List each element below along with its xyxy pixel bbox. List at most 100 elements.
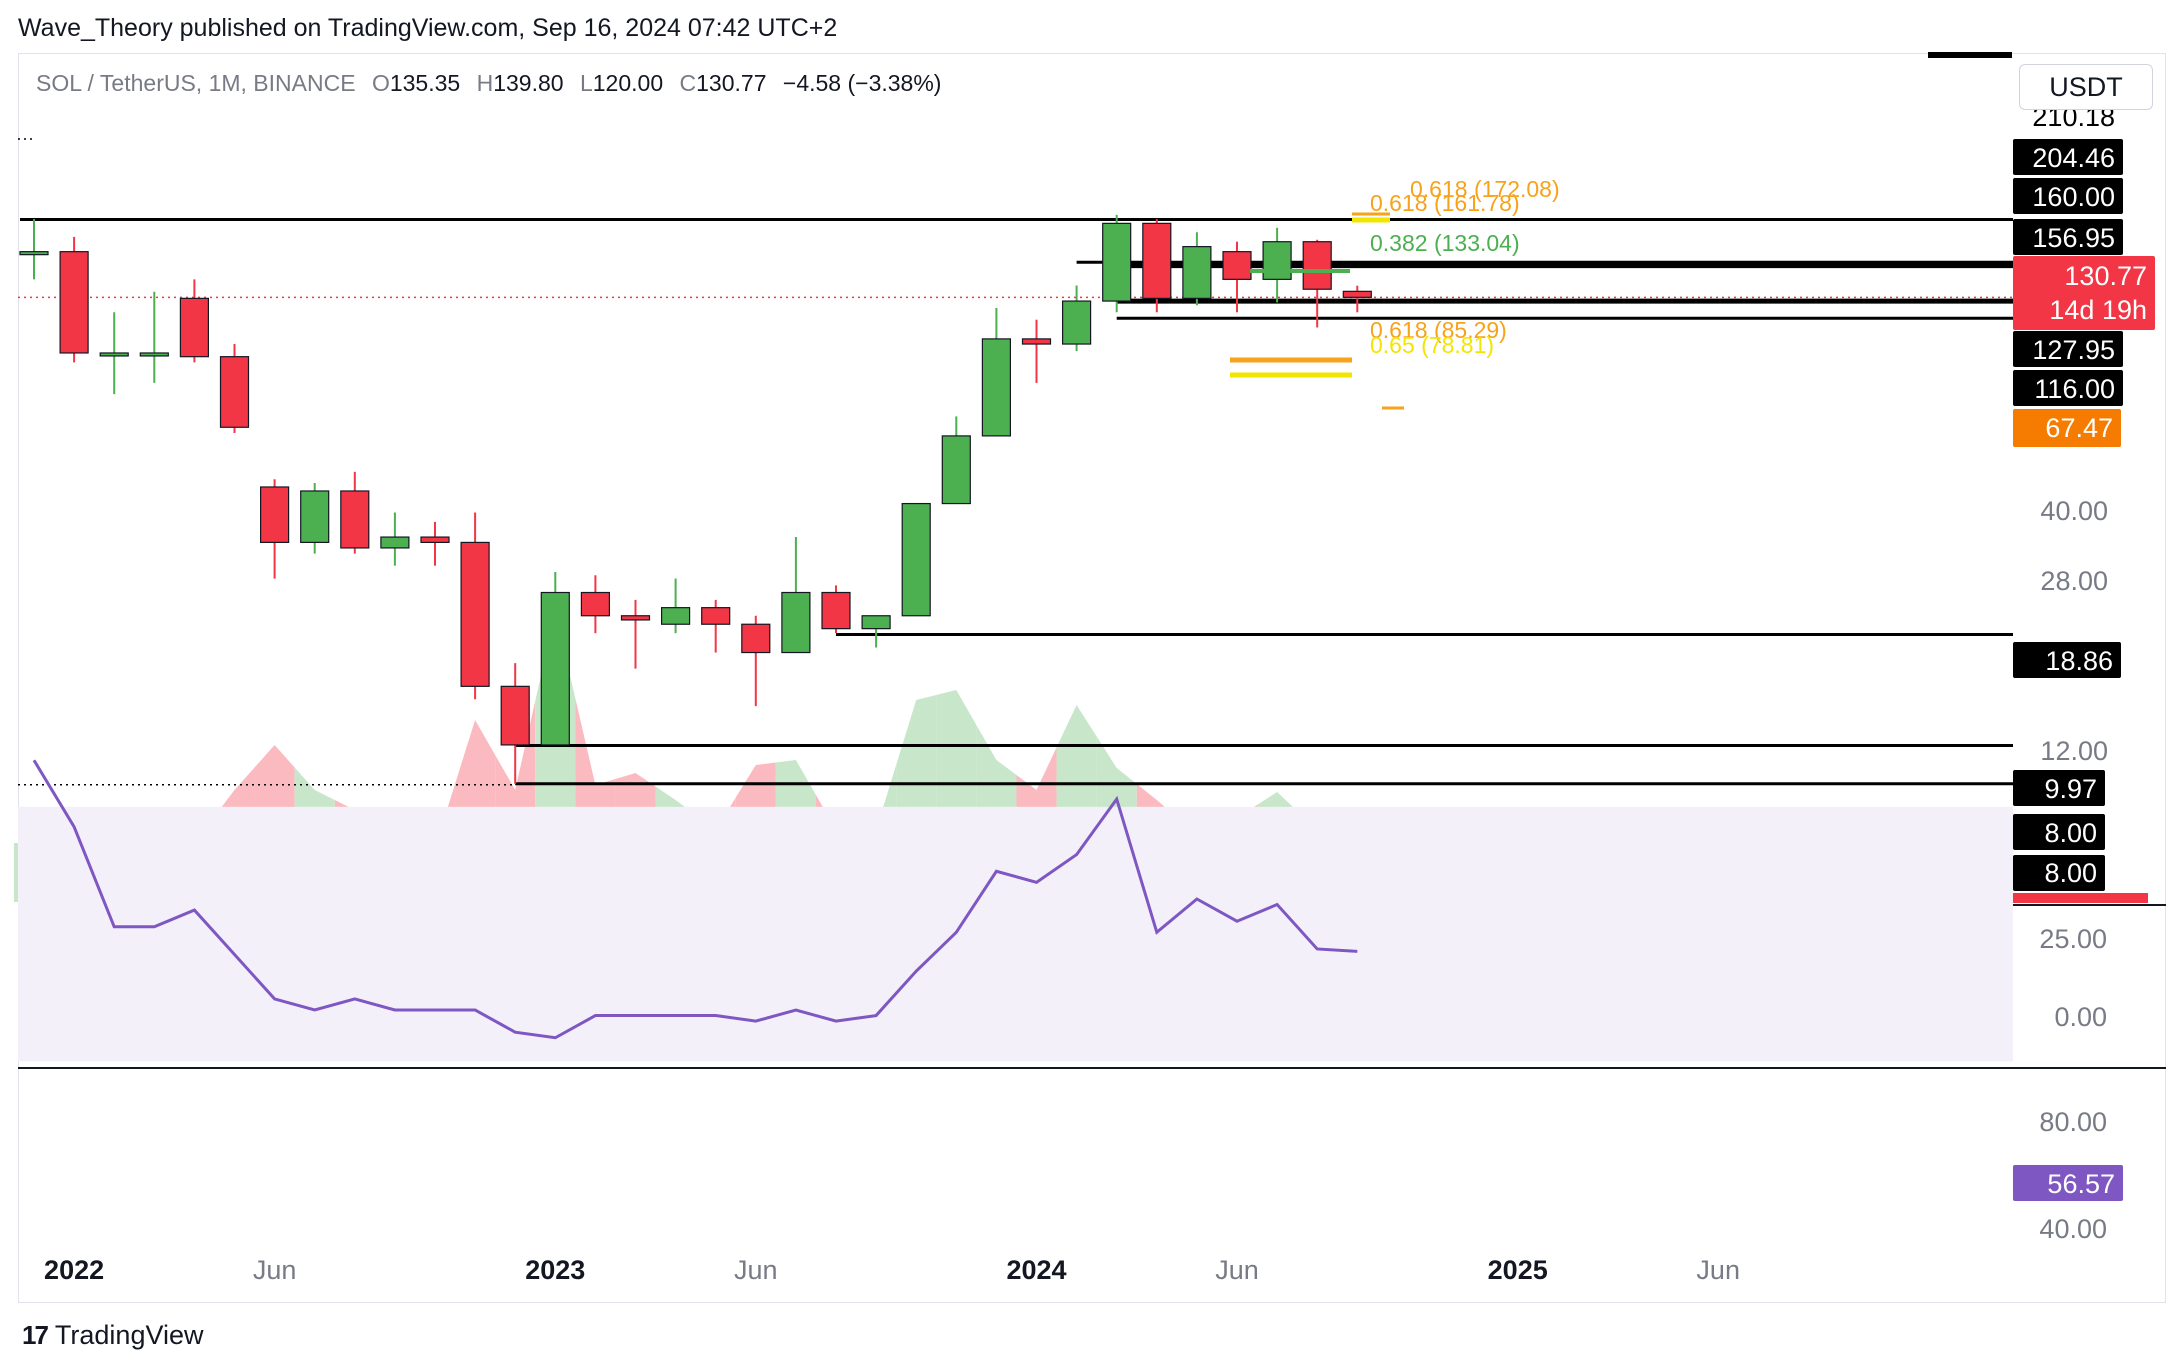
- orange-price-bg: [2013, 409, 2121, 447]
- candle-body: [741, 623, 771, 654]
- candle-body: [500, 685, 530, 746]
- orange-price-label: 67.47: [2045, 413, 2113, 443]
- x-tick-label: Jun: [1696, 1255, 1740, 1285]
- candle-body: [59, 251, 89, 354]
- x-tick-label: Jun: [253, 1255, 297, 1285]
- candle-body: [99, 352, 129, 357]
- level-price-label: 127.95: [2032, 335, 2115, 365]
- candle-body: [901, 502, 931, 617]
- level-price-label-bg: [2013, 331, 2123, 367]
- rsi-band: [18, 806, 2013, 1062]
- symbol-name: SOL / TetherUS, 1M, BINANCE: [36, 70, 356, 96]
- currency-button[interactable]: USDT: [2019, 64, 2153, 110]
- candle-body: [1262, 241, 1292, 280]
- level-price-label-bg: [2013, 814, 2105, 850]
- candle-body: [941, 435, 971, 505]
- top-tab: [1928, 52, 2012, 58]
- level-price-label: 116.00: [2034, 374, 2115, 404]
- fib-level-label: 0.382 (133.04): [1370, 230, 1520, 256]
- level-price-label: 18.86: [2045, 646, 2113, 676]
- candle-body: [179, 297, 209, 358]
- candle-body: [861, 615, 891, 630]
- high-key: H: [476, 70, 494, 96]
- candle-body: [260, 486, 290, 544]
- level-price-label-bg: [2013, 139, 2123, 175]
- level-price-label: 8.00: [2044, 818, 2097, 848]
- level-price-label: 160.00: [2032, 182, 2115, 212]
- candle-body: [1021, 338, 1052, 345]
- candle-body: [1182, 246, 1212, 299]
- candle-body: [981, 338, 1012, 437]
- rsi-pane: 80.00 40.00 56.57: [18, 759, 2123, 1244]
- close-value: 130.77: [696, 70, 767, 96]
- candle-body: [1222, 251, 1252, 280]
- candle-body: [660, 607, 691, 625]
- low-key: L: [579, 70, 593, 96]
- level-price-label: 9.97: [2044, 774, 2097, 804]
- candles: [19, 214, 1372, 784]
- level-price-label: 156.95: [2032, 223, 2115, 253]
- low-value-label: 8.00: [2044, 858, 2097, 888]
- open-value: 135.35: [389, 70, 461, 96]
- y-tick-label: 12.00: [2040, 736, 2108, 766]
- macd-y-tick-label: 0.00: [2054, 1002, 2107, 1032]
- candle-body: [580, 591, 611, 617]
- candle-body: [420, 536, 450, 544]
- level-price-label-bg: [2013, 219, 2123, 255]
- x-tick-label: 2022: [44, 1255, 104, 1285]
- candle-body: [19, 251, 49, 256]
- footer-brand[interactable]: 17 TradingView: [22, 1320, 204, 1351]
- rsi-y-tick-label: 40.00: [2039, 1214, 2107, 1244]
- close-key: C: [679, 70, 697, 96]
- rsi-value-bg: [2013, 1165, 2123, 1201]
- y-tick-label: 40.00: [2040, 496, 2108, 526]
- candle-body: [139, 352, 169, 357]
- candle-body: [340, 490, 370, 549]
- x-tick-label: Jun: [1215, 1255, 1259, 1285]
- fib-level-label: 0.65 (78.81): [1370, 332, 1494, 358]
- candle-body: [540, 591, 570, 746]
- level-price-label-bg: [2013, 642, 2121, 678]
- fib-level-label: 0.618 (161.78): [1370, 190, 1520, 216]
- level-price-label-bg: [2013, 770, 2105, 806]
- candle-body: [1342, 290, 1372, 298]
- candle-body: [300, 490, 330, 544]
- macd-y-tick-label: 25.00: [2039, 924, 2107, 954]
- symbol-legend: SOL / TetherUS, 1M, BINANCE O135.35 H139…: [36, 70, 941, 97]
- candle-body: [380, 536, 410, 549]
- rsi-line: [32, 759, 1358, 1040]
- rsi-y-tick-label: 80.00: [2039, 1107, 2107, 1137]
- footer-brand-label: TradingView: [54, 1320, 204, 1350]
- fib-level-label: 0.618 (85.29): [1370, 317, 1507, 343]
- chart-frame: [18, 53, 2166, 1303]
- level-price-label-bg: [2013, 178, 2123, 214]
- price-axis: 210.18204.46160.00156.95127.95116.0018.8…: [1937, 102, 2155, 903]
- candle-body: [1061, 300, 1092, 345]
- current-price-label: 130.77: [2064, 261, 2147, 291]
- candle-body: [821, 591, 851, 630]
- low-value-bg: [2013, 855, 2105, 891]
- candle-body: [219, 356, 250, 428]
- tradingview-logo-icon: 17: [22, 1320, 49, 1350]
- fib-level-label: 0.618 (172.08): [1410, 176, 1560, 202]
- candle-body: [701, 607, 731, 625]
- clipped-red-badge: [2013, 893, 2148, 903]
- countdown-label: 14d 19h: [2049, 295, 2147, 325]
- high-value: 139.80: [493, 70, 564, 96]
- rsi-value-label: 56.57: [2047, 1169, 2115, 1199]
- x-tick-label: 2023: [525, 1255, 585, 1285]
- x-tick-label: Jun: [734, 1255, 778, 1285]
- candle-body: [1102, 222, 1132, 302]
- x-tick-label: 2024: [1006, 1255, 1066, 1285]
- change-value: −4.58 (−3.38%): [782, 70, 942, 96]
- candle-body: [1142, 222, 1172, 299]
- candle-body: [620, 615, 651, 621]
- low-value: 120.00: [592, 70, 664, 96]
- y-tick-label: 28.00: [2040, 566, 2108, 596]
- x-tick-label: 2025: [1488, 1255, 1548, 1285]
- candle-body: [460, 541, 490, 687]
- current-price-bg: [2013, 256, 2155, 330]
- level-price-label-bg: [2013, 370, 2123, 406]
- fibonacci-levels: 0.618 (172.08)0.618 (161.78) 0.382 (133.0…: [1230, 176, 1560, 410]
